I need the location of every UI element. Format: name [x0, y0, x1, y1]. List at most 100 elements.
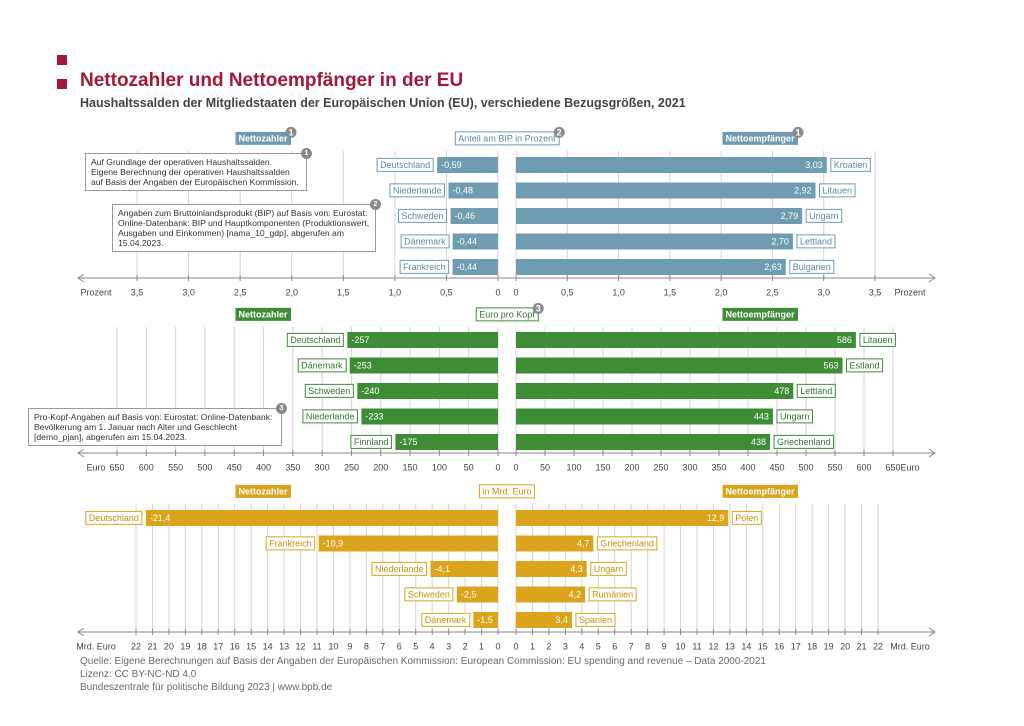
panel-title: Euro pro Kopf: [479, 309, 535, 319]
bar: [349, 357, 498, 374]
x-tick-label: 5: [596, 641, 601, 651]
x-tick-label: 2: [546, 641, 551, 651]
note-text: Auf Grundlage der operativen Haushaltssa…: [91, 157, 299, 187]
x-tick-label: 17: [791, 641, 801, 651]
category-label: Deutschland: [380, 160, 430, 170]
x-tick-label: 450: [227, 462, 242, 472]
category-label: Estland: [850, 360, 880, 370]
x-tick-label: 650: [885, 462, 900, 472]
x-tick-label: 19: [180, 641, 190, 651]
panel-title: Anteil am BIP in Prozent: [458, 133, 556, 143]
bar: [516, 233, 793, 250]
category-label: Deutschland: [89, 513, 139, 523]
unit-label: Prozent: [80, 287, 112, 297]
x-tick-label: 2,5: [766, 287, 779, 297]
note-marker: 2: [557, 127, 562, 137]
bar: [516, 408, 773, 425]
value-label: 2,79: [781, 211, 799, 221]
bar: [437, 157, 498, 173]
value-label: 4,7: [577, 538, 590, 548]
x-tick-label: 400: [256, 462, 271, 472]
side-label-box: [722, 484, 798, 498]
title: Nettozahler und Nettoempfänger in der EU: [80, 70, 464, 91]
category-label: Frankreich: [269, 538, 312, 548]
unit-label: Prozent: [894, 287, 926, 297]
axis-arrow: [77, 273, 85, 283]
category-label-box: [304, 383, 354, 398]
x-tick-label: 250: [344, 462, 359, 472]
x-tick-label: 1,0: [389, 287, 402, 297]
bar: [456, 586, 498, 603]
value-label: 586: [837, 335, 852, 345]
x-tick-label: 22: [873, 641, 883, 651]
category-label-box: [773, 434, 835, 449]
note-marker: 3: [536, 303, 541, 313]
category-label-box: [376, 157, 434, 172]
x-tick-label: 0,5: [561, 287, 574, 297]
bar: [516, 586, 586, 603]
category-label: Bulgarien: [793, 262, 831, 272]
value-label: -21,4: [150, 513, 171, 523]
panel-title-box: [454, 131, 560, 146]
category-label: Schweden: [402, 211, 444, 221]
note-marker: 2: [370, 199, 381, 210]
x-tick-label: 1: [530, 641, 535, 651]
category-label: Niederlande: [393, 185, 442, 195]
value-label: -4,1: [435, 564, 451, 574]
x-tick-label: 16: [774, 641, 784, 651]
category-label-box: [596, 536, 658, 551]
x-tick-label: 15: [246, 641, 256, 651]
x-tick-label: 0: [495, 462, 500, 472]
x-tick-label: 350: [285, 462, 300, 472]
x-tick-label: 550: [168, 462, 183, 472]
x-tick-label: 50: [464, 462, 474, 472]
value-label: -2,5: [461, 589, 477, 599]
x-tick-label: 12: [708, 641, 718, 651]
x-tick-label: 2,0: [715, 287, 728, 297]
x-tick-label: 9: [662, 641, 667, 651]
decor-square: [57, 55, 67, 65]
axis-arrow: [928, 627, 936, 637]
x-tick-label: 22: [131, 641, 141, 651]
category-label-box: [421, 612, 471, 627]
x-tick-label: 1: [479, 641, 484, 651]
x-tick-label: 15: [758, 641, 768, 651]
panel-title: in Mrd. Euro: [482, 486, 531, 496]
category-label-box: [590, 561, 627, 576]
value-label: 3,4: [555, 615, 568, 625]
x-tick-label: 500: [197, 462, 212, 472]
x-tick-label: 300: [682, 462, 697, 472]
x-tick-label: 21: [857, 641, 867, 651]
bar: [395, 434, 498, 450]
x-tick-label: 1,5: [337, 287, 350, 297]
category-label-box: [399, 259, 450, 274]
bar: [430, 561, 498, 577]
x-tick-label: 7: [380, 641, 385, 651]
bar: [516, 157, 827, 173]
x-tick-label: 4: [430, 641, 435, 651]
x-tick-label: 8: [364, 641, 369, 651]
x-tick-label: 3: [446, 641, 451, 651]
value-label: 2,70: [771, 236, 789, 246]
x-tick-label: 13: [279, 641, 289, 651]
value-label: -240: [361, 386, 379, 396]
x-tick-label: 17: [213, 641, 223, 651]
category-label: Finnland: [354, 437, 389, 447]
bar: [452, 233, 498, 250]
x-tick-label: 200: [373, 462, 388, 472]
category-label: Frankreich: [403, 262, 446, 272]
x-tick-label: 5: [413, 641, 418, 651]
bar: [145, 510, 498, 526]
value-label: 12,9: [707, 513, 725, 523]
category-label-box: [859, 332, 896, 347]
axis-arrow: [77, 448, 85, 458]
x-tick-label: 6: [397, 641, 402, 651]
bar: [516, 434, 771, 450]
value-label: -1,5: [477, 615, 493, 625]
x-tick-label: 19: [824, 641, 834, 651]
bar: [516, 332, 856, 348]
x-tick-label: 11: [312, 641, 321, 651]
bar: [516, 182, 816, 199]
category-label-box: [846, 358, 884, 373]
